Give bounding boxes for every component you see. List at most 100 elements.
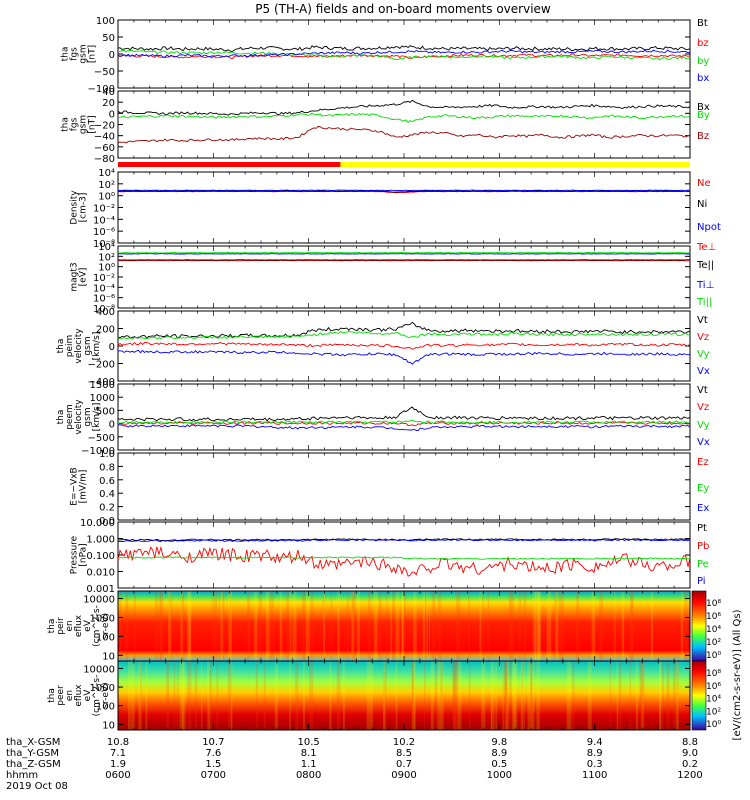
ylabel-line: sr-eV) [101, 682, 111, 708]
heatmap-streak [455, 661, 459, 730]
xtick-z: 0.5 [491, 759, 507, 770]
legend-Vx: Vx [697, 437, 710, 448]
heatmap-streak [323, 591, 325, 661]
heatmap-streak [254, 591, 258, 661]
xtick-y: 8.1 [301, 748, 317, 759]
legend-Vx: Vx [697, 366, 710, 377]
legend-Te⊥: Te⊥ [696, 242, 716, 253]
heatmap-streak [684, 591, 688, 661]
heatmap-streak [258, 591, 262, 661]
ytick-label: 1000 [90, 683, 115, 694]
ytick-label: 10⁻² [93, 204, 115, 215]
ytick-label: 400 [96, 307, 115, 318]
series-line-Pe [117, 556, 691, 560]
axis-row-label: tha_Y-GSM [6, 748, 59, 759]
heatmap-streak [566, 661, 569, 730]
heatmap-streak [468, 661, 471, 730]
heatmap-streak [395, 591, 400, 661]
heatmap-streak [166, 661, 170, 730]
ytick-label: 0.8 [99, 462, 115, 473]
series-line-bz [117, 53, 691, 60]
heatmap-streak [428, 591, 431, 661]
heatmap-streak [430, 661, 434, 730]
heatmap-streak [401, 591, 405, 661]
heatmap-streak [286, 591, 289, 661]
panel-frame [117, 245, 691, 309]
colorbar-label-group: [eV/(cm2-s-sr-eV)] (All Qs) [732, 609, 743, 740]
legend-Bt: Bt [697, 18, 708, 29]
heatmap-streak [537, 591, 542, 661]
legend-bx: bx [697, 73, 709, 84]
heatmap-streak [523, 661, 525, 730]
ytick-label: −20 [94, 121, 115, 132]
ytick-label: −50 [94, 67, 115, 78]
heatmap-streak [527, 661, 531, 730]
ytick-label: 1.0 [99, 449, 115, 460]
heatmap-streak [310, 591, 314, 661]
heatmap-streak [482, 591, 484, 661]
xtick-y: 7.1 [110, 748, 126, 759]
heatmap-streak [247, 591, 251, 661]
heatmap-streak [554, 591, 558, 661]
heatmap-streak [289, 591, 292, 661]
mode-bar-yellow [340, 162, 690, 167]
heatmap-streak [211, 591, 213, 661]
colorbar: 10⁸ 10⁶ 10⁴ 10² 10⁰ 10⁸ 10⁶ 10⁴ 10² 10⁰ [eV/(cm2-s… [691, 590, 743, 740]
heatmap-streak [194, 661, 198, 730]
legend-Pi: Pi [697, 576, 706, 587]
heatmap-streak [659, 661, 662, 730]
heatmap-streak [537, 591, 541, 661]
ylabel: Density [cm-3] [70, 190, 89, 225]
ytick-label: 0 [109, 342, 115, 353]
heatmap-streak [229, 591, 232, 661]
heatmap-streak [568, 661, 572, 730]
heatmap-streak [546, 591, 548, 661]
heatmap-streak [330, 591, 333, 661]
ytick-label: −100 [88, 84, 115, 95]
heatmap-streak [609, 661, 611, 730]
colorbar-tick: 10⁴ [706, 625, 721, 635]
heatmap-streak [228, 591, 232, 661]
heatmap-streak [392, 591, 395, 661]
ytick-label: 10⁻⁴ [93, 283, 115, 294]
legend-Bz: Bz [697, 131, 709, 142]
ytick-label: 10⁴ [98, 242, 115, 253]
chart-title: P5 (TH-A) fields and on-board moments ov… [255, 2, 551, 16]
heatmap-streak [383, 661, 386, 730]
heatmap-streak [173, 661, 176, 730]
series-line-Te|| [117, 259, 690, 261]
heatmap-fill [118, 591, 690, 661]
ytick-label: −40 [94, 132, 115, 143]
heatmap-streak [520, 661, 524, 730]
heatmap-streak [424, 661, 426, 730]
heatmap-streak [119, 591, 122, 661]
heatmap-streak [373, 591, 378, 661]
heatmap-streak [227, 661, 232, 730]
xtick-y: 8.9 [587, 748, 603, 759]
legend-Te||: Te|| [696, 260, 714, 271]
ytick-label: 200 [96, 325, 115, 336]
heatmap-streak [188, 591, 192, 661]
ytick-label: 10⁻² [93, 273, 115, 284]
heatmap-streak [650, 591, 654, 661]
heatmap-streak [452, 661, 454, 730]
ylabel-line: gsm [79, 115, 89, 134]
ytick-label: 1500 [90, 380, 115, 391]
ytick-label: −200 [88, 360, 115, 371]
heatmap-streak [426, 591, 429, 661]
heatmap-streak [145, 661, 148, 730]
ylabel: tha fgs gsm [nT] [61, 115, 98, 134]
ylabel: E=−VxB [mV/m] [70, 467, 89, 505]
heatmap-streak [572, 661, 575, 730]
heatmap-streak [133, 591, 136, 661]
xtick-y: 7.6 [205, 748, 221, 759]
heatmap-streak [523, 591, 527, 661]
heatmap-streak [479, 591, 482, 661]
ytick-label: 0.010 [86, 568, 115, 579]
heatmap-streak [437, 661, 441, 730]
heatmap-streak [512, 661, 516, 730]
heatmap-streak [621, 591, 625, 661]
heatmap-streak [642, 661, 644, 730]
legend-Pe: Pe [697, 559, 709, 570]
